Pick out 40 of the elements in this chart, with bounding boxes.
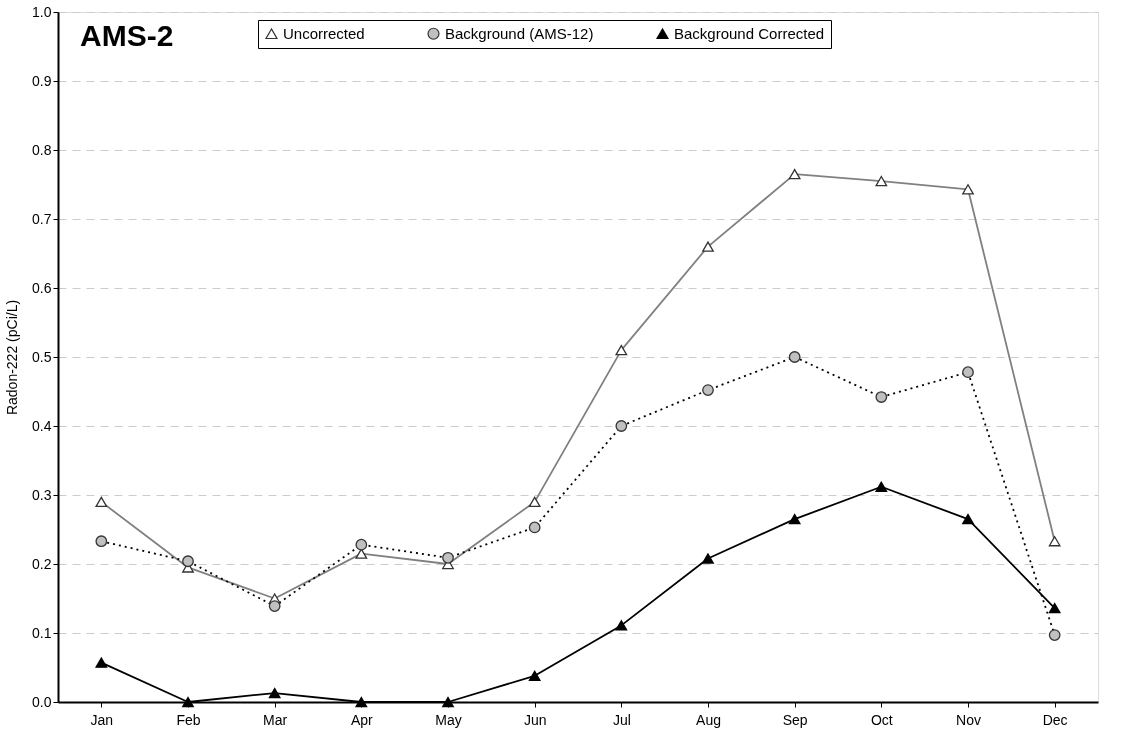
y-axis-title: Radon-222 (pCi/L) — [4, 299, 21, 416]
y-tick-label: 0.6 — [32, 279, 52, 296]
legend-label: Uncorrected — [283, 24, 365, 42]
y-tick-label: 0.2 — [32, 555, 52, 572]
y-tick-label: 0.7 — [32, 210, 52, 227]
x-tick-label: May — [435, 711, 462, 728]
point — [182, 696, 194, 708]
x-tick-label: Dec — [1042, 711, 1068, 728]
point — [615, 620, 628, 631]
y-tick-label: 0.1 — [32, 624, 52, 641]
y-tick-label: 0.3 — [32, 486, 52, 503]
x-tick-label: Oct — [870, 711, 893, 728]
x-tick-label: Jun — [523, 711, 547, 728]
x-tick-label: Jul — [612, 711, 631, 728]
x-tick-label: Aug — [696, 711, 721, 728]
point — [702, 553, 714, 564]
x-tick-label: Feb — [176, 711, 201, 728]
y-tick-label: 0.9 — [32, 72, 52, 89]
point — [268, 687, 281, 699]
point — [788, 513, 801, 525]
y-tick-label: 0.8 — [32, 141, 52, 158]
x-tick-label: Apr — [350, 711, 374, 728]
chart-title: AMS-2 — [80, 19, 174, 52]
x-tick-label: Mar — [263, 711, 288, 728]
legend-label: Background (AMS-12) — [445, 24, 594, 42]
point — [962, 513, 974, 525]
legend-label: Background Corrected — [674, 24, 825, 42]
x-tick-label: Nov — [956, 711, 981, 728]
y-tick-label: 0.4 — [32, 417, 52, 434]
x-tick-label: Jan — [90, 711, 114, 728]
point — [528, 670, 541, 681]
point — [442, 696, 454, 708]
point — [1048, 602, 1061, 614]
x-tick-label: Sep — [782, 711, 808, 728]
y-tick-label: 0.5 — [32, 348, 52, 365]
point — [875, 481, 888, 492]
point — [355, 696, 368, 708]
y-tick-label: 1.0 — [32, 3, 52, 20]
point — [95, 657, 108, 668]
y-tick-label: 0.0 — [32, 693, 52, 710]
